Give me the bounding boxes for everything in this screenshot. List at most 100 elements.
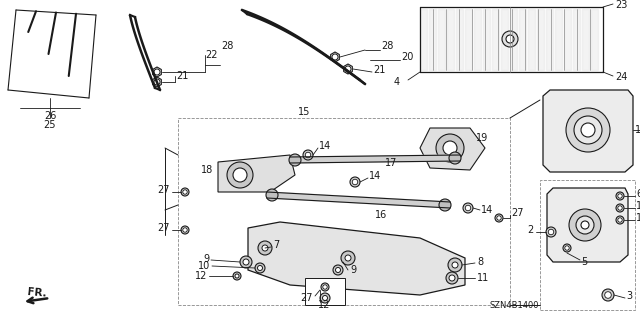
Circle shape [321, 283, 329, 291]
Polygon shape [483, 9, 490, 70]
Polygon shape [290, 155, 460, 163]
Text: 15: 15 [298, 107, 310, 117]
Polygon shape [248, 222, 465, 295]
Circle shape [618, 206, 622, 210]
Circle shape [345, 66, 351, 72]
Circle shape [320, 293, 330, 303]
Polygon shape [456, 9, 463, 70]
Circle shape [452, 262, 458, 268]
Circle shape [183, 228, 188, 232]
Text: 1: 1 [635, 125, 640, 135]
Polygon shape [537, 9, 544, 70]
Text: 13: 13 [636, 201, 640, 211]
Polygon shape [546, 9, 553, 70]
Circle shape [341, 251, 355, 265]
Circle shape [463, 203, 473, 213]
Polygon shape [429, 9, 436, 70]
Text: 16: 16 [375, 210, 387, 220]
Circle shape [566, 108, 610, 152]
Circle shape [266, 189, 278, 201]
Circle shape [563, 244, 571, 252]
Text: 27: 27 [301, 293, 313, 303]
Circle shape [154, 69, 160, 75]
Circle shape [240, 256, 252, 268]
Circle shape [446, 272, 458, 284]
Circle shape [233, 272, 241, 280]
Polygon shape [519, 9, 526, 70]
Polygon shape [465, 9, 472, 70]
Text: 27: 27 [157, 223, 170, 233]
Text: FR.: FR. [27, 287, 47, 299]
Circle shape [303, 150, 313, 160]
Circle shape [323, 295, 328, 300]
Circle shape [243, 259, 249, 265]
Circle shape [183, 190, 188, 194]
Circle shape [227, 162, 253, 188]
Circle shape [465, 205, 471, 211]
Text: 4: 4 [394, 77, 400, 87]
Text: 27: 27 [511, 208, 524, 218]
Polygon shape [344, 64, 353, 74]
Text: 14: 14 [369, 171, 381, 181]
Circle shape [618, 218, 622, 222]
Polygon shape [420, 9, 427, 70]
Circle shape [546, 227, 556, 237]
Text: 17: 17 [385, 158, 397, 168]
Text: 3: 3 [626, 291, 632, 301]
Circle shape [350, 177, 360, 187]
Circle shape [616, 204, 624, 212]
Text: 23: 23 [615, 0, 627, 10]
Polygon shape [528, 9, 535, 70]
Circle shape [262, 245, 268, 251]
Circle shape [181, 226, 189, 234]
Polygon shape [447, 9, 454, 70]
Text: SZN4B1400: SZN4B1400 [490, 300, 540, 309]
Bar [540, 180, 635, 310]
Polygon shape [438, 9, 445, 70]
Polygon shape [564, 9, 571, 70]
Circle shape [255, 263, 265, 273]
Circle shape [352, 179, 358, 185]
Circle shape [581, 123, 595, 137]
Polygon shape [267, 192, 450, 208]
Text: 24: 24 [615, 72, 627, 82]
Text: 12: 12 [195, 271, 207, 281]
Text: 21: 21 [176, 71, 188, 81]
Circle shape [602, 289, 614, 301]
Polygon shape [591, 9, 598, 70]
Circle shape [548, 229, 554, 235]
Circle shape [616, 216, 624, 224]
Polygon shape [218, 155, 295, 192]
Circle shape [449, 152, 461, 164]
Circle shape [154, 79, 160, 85]
Circle shape [323, 285, 327, 289]
Text: 9: 9 [204, 254, 210, 264]
Text: 7: 7 [273, 240, 279, 250]
Text: 5: 5 [581, 257, 588, 267]
Text: 14: 14 [319, 141, 332, 151]
Circle shape [618, 194, 622, 198]
Text: 14: 14 [481, 205, 493, 215]
Polygon shape [420, 128, 485, 170]
Text: 2: 2 [528, 225, 534, 235]
Text: 14: 14 [636, 213, 640, 223]
Text: 26: 26 [44, 111, 56, 121]
Circle shape [497, 216, 501, 220]
Polygon shape [331, 52, 339, 62]
Circle shape [605, 292, 611, 298]
Circle shape [569, 209, 601, 241]
Text: 19: 19 [476, 133, 488, 143]
Circle shape [335, 268, 340, 272]
Circle shape [506, 35, 514, 43]
Circle shape [448, 258, 462, 272]
Circle shape [345, 255, 351, 261]
Bar [305, 278, 345, 305]
Circle shape [181, 188, 189, 196]
Circle shape [332, 54, 338, 60]
Circle shape [439, 199, 451, 211]
Circle shape [564, 246, 569, 250]
Polygon shape [153, 67, 161, 77]
Polygon shape [474, 9, 481, 70]
Circle shape [233, 168, 247, 182]
Polygon shape [547, 188, 628, 262]
